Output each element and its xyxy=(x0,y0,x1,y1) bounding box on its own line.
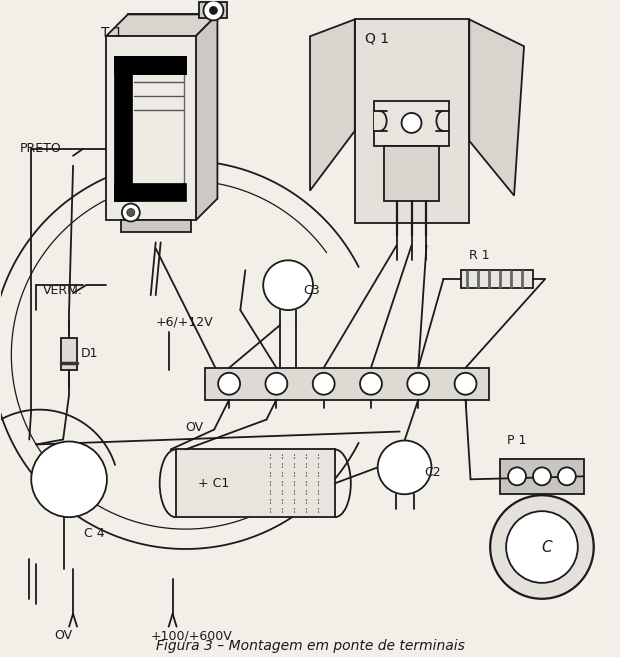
Circle shape xyxy=(203,1,223,20)
Circle shape xyxy=(508,467,526,486)
Text: R 1: R 1 xyxy=(469,249,490,262)
Bar xyxy=(205,368,489,399)
Circle shape xyxy=(127,208,135,217)
Text: VERM.: VERM. xyxy=(43,284,83,297)
Circle shape xyxy=(558,467,576,486)
Polygon shape xyxy=(114,183,185,200)
Polygon shape xyxy=(374,111,387,131)
Text: C2: C2 xyxy=(425,466,441,479)
Circle shape xyxy=(218,373,240,395)
Circle shape xyxy=(490,495,594,599)
Circle shape xyxy=(264,260,313,310)
Bar xyxy=(461,270,533,288)
Text: + C1: + C1 xyxy=(198,477,229,490)
Circle shape xyxy=(360,373,382,395)
Circle shape xyxy=(506,511,578,583)
Circle shape xyxy=(533,467,551,486)
Text: Q 1: Q 1 xyxy=(365,32,389,45)
Circle shape xyxy=(454,373,477,395)
Bar xyxy=(106,36,195,221)
Circle shape xyxy=(210,7,218,14)
Polygon shape xyxy=(200,3,228,18)
Text: PRETO: PRETO xyxy=(19,143,61,155)
Text: C: C xyxy=(542,539,552,555)
Text: C3: C3 xyxy=(303,284,320,297)
Polygon shape xyxy=(114,57,185,74)
Circle shape xyxy=(407,373,429,395)
Text: P 1: P 1 xyxy=(507,434,526,447)
Polygon shape xyxy=(106,14,218,36)
Polygon shape xyxy=(114,57,185,74)
Circle shape xyxy=(122,204,140,221)
Polygon shape xyxy=(374,101,450,146)
Text: T 1: T 1 xyxy=(101,26,123,40)
Text: +6/+12V: +6/+12V xyxy=(156,315,213,328)
Bar xyxy=(61,338,77,370)
Text: OV: OV xyxy=(54,629,72,642)
Circle shape xyxy=(312,373,335,395)
Circle shape xyxy=(265,373,287,395)
Polygon shape xyxy=(128,14,218,198)
Polygon shape xyxy=(121,221,190,233)
Polygon shape xyxy=(195,14,218,221)
Circle shape xyxy=(378,440,432,494)
Polygon shape xyxy=(469,20,524,196)
Polygon shape xyxy=(114,57,132,200)
Text: OV: OV xyxy=(185,421,204,434)
Bar xyxy=(175,449,335,517)
Text: Figura 3 – Montagem em ponte de terminais: Figura 3 – Montagem em ponte de terminai… xyxy=(156,639,464,652)
Text: D1: D1 xyxy=(81,348,99,361)
Text: C 4: C 4 xyxy=(84,527,105,540)
Bar xyxy=(500,459,584,494)
Bar xyxy=(355,20,469,223)
Circle shape xyxy=(31,442,107,517)
Polygon shape xyxy=(384,146,440,200)
Circle shape xyxy=(402,113,422,133)
Text: +100/+600V: +100/+600V xyxy=(151,629,232,642)
Polygon shape xyxy=(310,20,355,191)
